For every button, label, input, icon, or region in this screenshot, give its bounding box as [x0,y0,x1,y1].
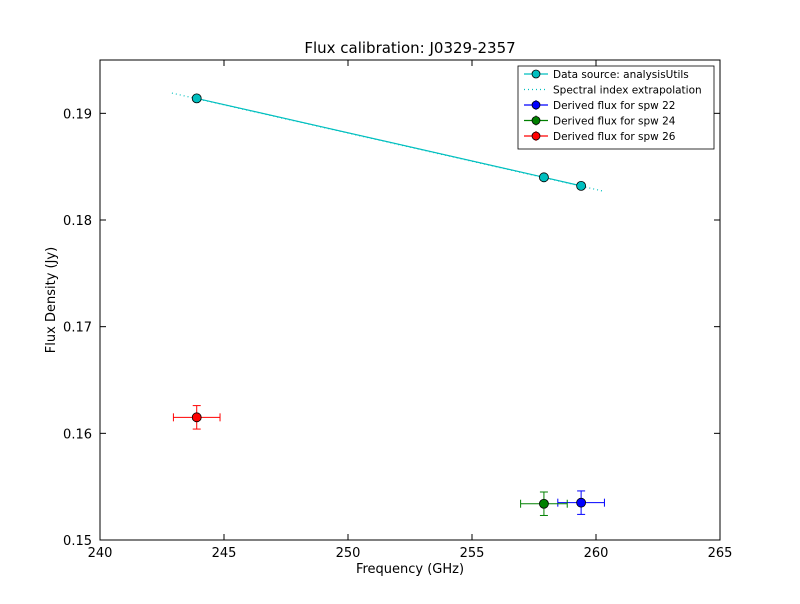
series-line-extrapolation [171,92,604,192]
x-tick-label: 255 [460,546,485,561]
y-tick-label: 0.19 [63,107,92,122]
plot-area [171,92,605,516]
x-tick-label: 250 [336,546,361,561]
x-tick-label: 245 [212,546,237,561]
legend-label: Derived flux for spw 22 [553,100,675,112]
y-tick-label: 0.15 [63,534,92,549]
legend-label: Derived flux for spw 24 [553,116,676,128]
data-point-analysisutils [576,180,587,191]
chart-title: Flux calibration: J0329-2357 [304,39,515,57]
y-tick-label: 0.17 [63,321,92,336]
legend-marker [531,100,541,110]
y-axis-label: Flux Density (Jy) [44,247,59,353]
x-axis-label: Frequency (GHz) [356,562,464,577]
legend-label: Data source: analysisUtils [553,69,689,81]
data-point-analysisutils [191,93,202,104]
data-point-spw [576,497,587,508]
legend-label: Spectral index extrapolation [553,85,702,97]
legend-marker [531,131,541,141]
legend-box [517,65,715,150]
y-tick-label: 0.16 [63,427,92,442]
x-tick-label: 240 [88,546,113,561]
x-tick-label: 260 [584,546,609,561]
y-tick-label: 0.18 [63,214,92,229]
legend-marker [531,69,541,79]
data-point-spw [191,412,202,423]
axes-frame [99,59,721,541]
legend-label: Derived flux for spw 26 [553,131,676,143]
legend-marker [531,116,541,125]
legend: Data source: analysisUtils Spectral index… [517,65,715,150]
data-point-spw [539,498,549,509]
x-tick-label: 265 [708,546,733,561]
axis-ticks: 240 245 250 255 260 265 0.15 0.16 0.17 0.18 0.19 [63,60,732,561]
data-point-analysisutils [539,172,549,183]
